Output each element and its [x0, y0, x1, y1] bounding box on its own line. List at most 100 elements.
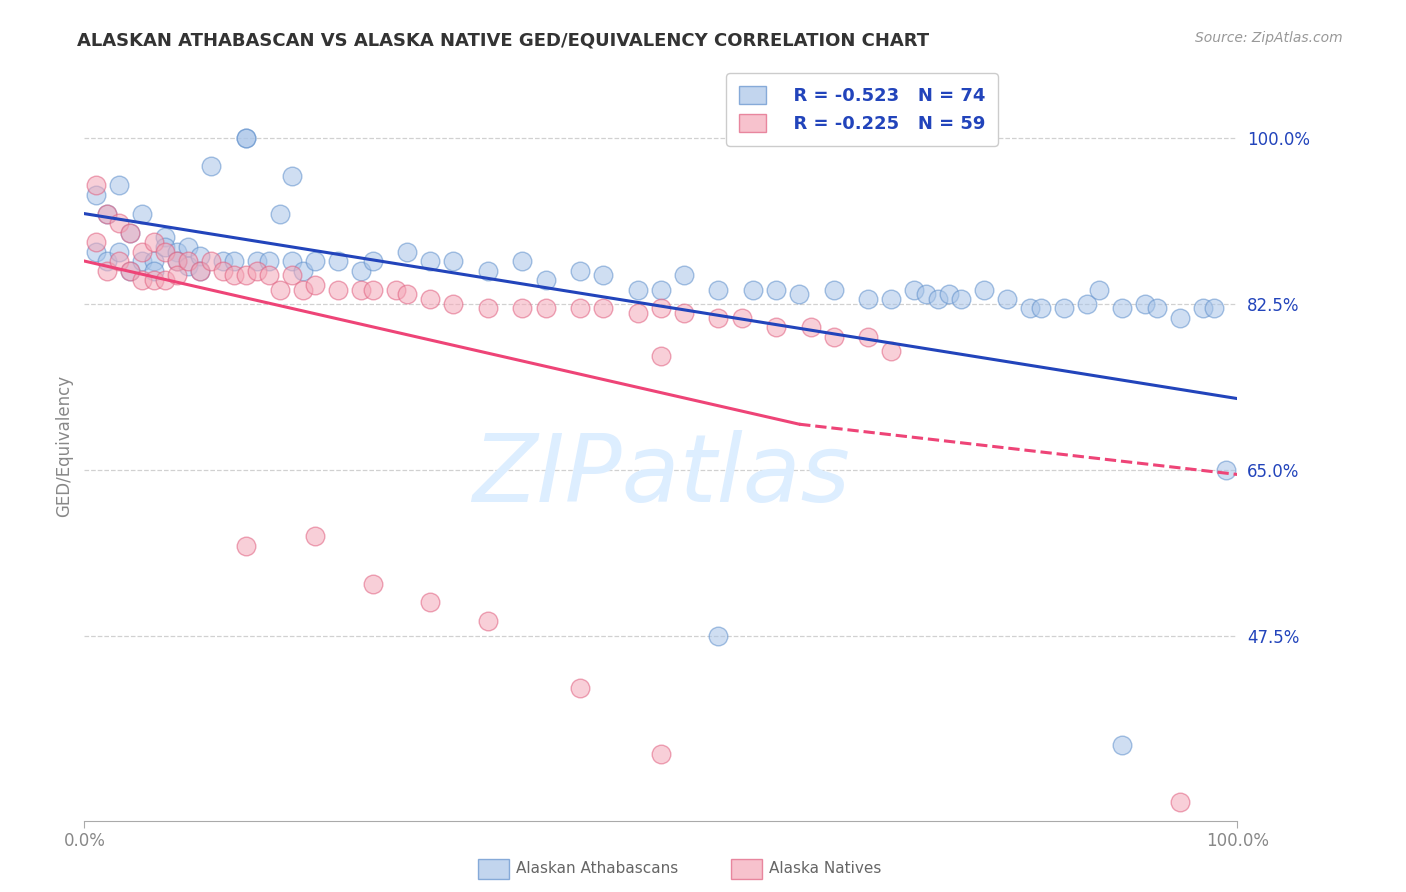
Point — [246, 263, 269, 277]
Point — [512, 254, 534, 268]
Point — [200, 159, 222, 173]
Point — [166, 268, 188, 283]
Point — [96, 263, 118, 277]
Point — [512, 301, 534, 316]
Point — [927, 292, 949, 306]
Point — [384, 283, 406, 297]
Point — [650, 301, 672, 316]
Point — [361, 254, 384, 268]
Point — [142, 273, 165, 287]
Point — [153, 244, 176, 259]
Legend:   R = -0.523   N = 74,   R = -0.225   N = 59: R = -0.523 N = 74, R = -0.225 N = 59 — [727, 73, 998, 146]
Point — [973, 283, 995, 297]
Point — [292, 263, 315, 277]
Point — [84, 178, 107, 193]
Point — [1168, 310, 1191, 325]
Point — [120, 226, 142, 240]
Point — [1031, 301, 1053, 316]
Point — [672, 306, 695, 320]
Point — [650, 283, 672, 297]
Point — [131, 244, 153, 259]
Point — [235, 539, 257, 553]
Point — [108, 216, 131, 230]
Point — [730, 310, 752, 325]
Point — [903, 283, 925, 297]
Point — [1053, 301, 1076, 316]
Point — [153, 273, 176, 287]
Point — [707, 283, 730, 297]
Text: Alaskan Athabascans: Alaskan Athabascans — [516, 862, 678, 876]
Point — [361, 576, 384, 591]
Point — [477, 301, 499, 316]
Point — [166, 254, 188, 268]
Point — [177, 254, 200, 268]
Point — [1168, 795, 1191, 809]
Point — [188, 249, 211, 263]
Point — [1076, 297, 1098, 311]
Point — [200, 254, 222, 268]
Point — [211, 263, 233, 277]
Text: Source: ZipAtlas.com: Source: ZipAtlas.com — [1195, 31, 1343, 45]
Point — [292, 283, 315, 297]
Point — [742, 283, 765, 297]
Y-axis label: GED/Equivalency: GED/Equivalency — [55, 375, 73, 517]
Point — [627, 283, 650, 297]
Point — [441, 254, 464, 268]
Point — [281, 169, 304, 183]
Point — [235, 130, 257, 145]
Point — [96, 206, 118, 220]
Point — [84, 244, 107, 259]
Point — [880, 344, 903, 359]
Point — [84, 235, 107, 249]
Point — [995, 292, 1018, 306]
Point — [823, 330, 845, 344]
Point — [120, 263, 142, 277]
Point — [326, 283, 349, 297]
Point — [569, 263, 592, 277]
Point — [269, 283, 291, 297]
Point — [326, 254, 349, 268]
Point — [153, 240, 176, 254]
Point — [120, 263, 142, 277]
Point — [534, 301, 557, 316]
Point — [441, 297, 464, 311]
Point — [419, 292, 441, 306]
Point — [707, 310, 730, 325]
Point — [224, 254, 246, 268]
Point — [281, 254, 304, 268]
Point — [108, 254, 131, 268]
Point — [569, 301, 592, 316]
Point — [153, 230, 176, 244]
Point — [188, 263, 211, 277]
Point — [569, 681, 592, 695]
Point — [350, 283, 373, 297]
Point — [304, 254, 326, 268]
Point — [304, 277, 326, 292]
Point — [177, 240, 200, 254]
Point — [396, 287, 419, 301]
Point — [304, 529, 326, 543]
Point — [235, 130, 257, 145]
Point — [823, 283, 845, 297]
Point — [281, 268, 304, 283]
Point — [120, 226, 142, 240]
Point — [800, 320, 823, 334]
Point — [142, 235, 165, 249]
Point — [592, 268, 614, 283]
Point — [1133, 297, 1156, 311]
Point — [419, 595, 441, 609]
Point — [858, 330, 880, 344]
Point — [96, 254, 118, 268]
Point — [131, 273, 153, 287]
Text: ALASKAN ATHABASCAN VS ALASKA NATIVE GED/EQUIVALENCY CORRELATION CHART: ALASKAN ATHABASCAN VS ALASKA NATIVE GED/… — [77, 31, 929, 49]
Point — [188, 263, 211, 277]
Point — [765, 283, 787, 297]
Point — [1204, 301, 1226, 316]
Point — [177, 259, 200, 273]
Point — [166, 244, 188, 259]
Point — [108, 244, 131, 259]
Point — [1191, 301, 1213, 316]
Point — [650, 349, 672, 363]
Point — [672, 268, 695, 283]
Point — [108, 178, 131, 193]
